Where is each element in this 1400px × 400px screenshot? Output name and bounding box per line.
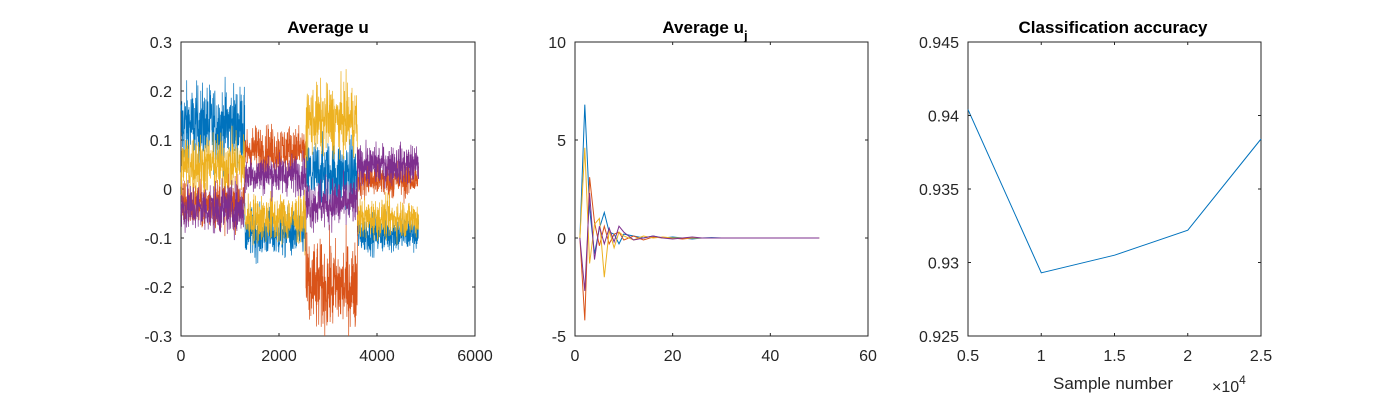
y-tick-label: -0.2	[144, 280, 172, 297]
series-line	[180, 69, 419, 256]
chart-title-subscript: j	[743, 28, 748, 43]
x-tick-label: 1	[1037, 348, 1046, 365]
axes-box	[574, 41, 869, 337]
chart-title: Average u	[287, 18, 369, 37]
x-tick-label: 60	[859, 348, 877, 365]
y-tick-label: 0.2	[150, 84, 172, 101]
y-tick-label: 0.1	[150, 133, 172, 150]
series-line	[579, 104, 820, 254]
x-tick-label: 40	[761, 348, 779, 365]
x-tick-label: 2000	[261, 348, 297, 365]
series-line	[967, 109, 1262, 274]
x-axis-label: Sample number	[1053, 374, 1173, 393]
series-lines	[579, 104, 820, 321]
x-tick-label: 2.5	[1250, 348, 1272, 365]
x-tick-label: 2	[1183, 348, 1192, 365]
x-multiplier-base: ×10	[1212, 379, 1239, 396]
chart-title: Average uj	[662, 18, 747, 43]
axis-ticks: 0 20 40 60 -5 0 5 10	[548, 35, 877, 365]
chart-title-main: Average u	[662, 18, 744, 37]
y-tick-label: 0.945	[919, 35, 959, 52]
series-line	[579, 147, 820, 278]
x-tick-label: 0.5	[957, 348, 979, 365]
axes-box	[967, 41, 1262, 337]
series-line	[579, 177, 820, 321]
series-lines	[967, 109, 1262, 274]
y-tick-label: 0	[557, 231, 566, 248]
x-tick-label: 4000	[359, 348, 395, 365]
y-tick-label: -0.1	[144, 231, 172, 248]
series-lines	[180, 69, 419, 337]
chart-title: Classification accuracy	[1019, 18, 1209, 37]
x-tick-label: 0	[177, 348, 186, 365]
chart-average-u: Average u 0 2000 4000 6000-0.3-0.2-0.100.10…	[144, 18, 492, 365]
series-line	[579, 192, 820, 291]
chart-average-uj: Average uj 0 20 40 60 -5 0 5 10	[548, 18, 877, 365]
chart-classification-accuracy: Classification accuracy 0.5 1 1.5 2 2.5 0.925…	[919, 18, 1272, 396]
x-tick-label: 6000	[457, 348, 493, 365]
x-tick-label: 1.5	[1103, 348, 1125, 365]
series-line	[180, 139, 419, 241]
y-tick-label: 0.925	[919, 329, 959, 346]
axis-ticks: 0.5 1 1.5 2 2.5 0.925 0.93 0.935 0.94 0.945	[919, 35, 1272, 365]
x-axis-multiplier: ×104	[1212, 373, 1246, 396]
y-tick-label: 10	[548, 35, 566, 52]
y-tick-label: 0.935	[919, 182, 959, 199]
x-tick-label: 0	[571, 348, 580, 365]
y-tick-label: 5	[557, 133, 566, 150]
y-tick-label: -5	[552, 329, 566, 346]
y-tick-label: 0.3	[150, 35, 172, 52]
y-tick-label: 0.94	[928, 109, 959, 126]
x-tick-label: 20	[664, 348, 682, 365]
y-tick-label: 0.93	[928, 256, 959, 273]
y-tick-label: 0	[163, 182, 172, 199]
y-tick-label: -0.3	[144, 329, 172, 346]
x-multiplier-exponent: 4	[1239, 373, 1246, 387]
axis-ticks: 0 2000 4000 6000 -0.3 -0.2 -0.1 0 0.1 0.2 0.3	[144, 35, 492, 365]
